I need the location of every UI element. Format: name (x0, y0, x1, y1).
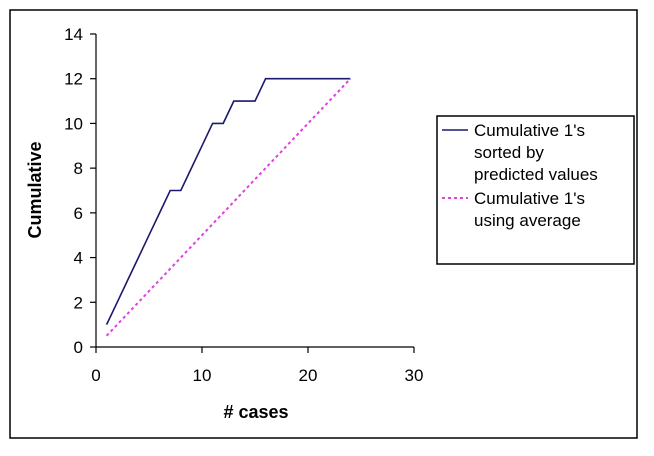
y-tick-label: 12 (64, 70, 83, 89)
y-tick-label: 14 (64, 25, 83, 44)
chart-border (9, 9, 638, 439)
x-tick-label: 20 (299, 366, 318, 385)
y-tick-label: 6 (74, 204, 83, 223)
series-line-0 (105, 77, 351, 325)
y-axis-title: Cumulative (25, 141, 45, 238)
x-tick-label: 30 (405, 366, 424, 385)
legend-label-0: predicted values (474, 165, 598, 184)
legend-box (436, 115, 635, 265)
y-tick-label: 2 (74, 293, 83, 312)
y-tick-label: 0 (74, 338, 83, 357)
y-tick-label: 4 (74, 249, 83, 268)
y-tick-label: 10 (64, 114, 83, 133)
x-axis-title: # cases (223, 402, 288, 422)
legend-label-1: Cumulative 1's (474, 189, 585, 208)
legend-label-1: using average (474, 211, 581, 230)
legend-label-0: Cumulative 1's (474, 121, 585, 140)
x-tick-label: 0 (91, 366, 100, 385)
y-tick-label: 8 (74, 159, 83, 178)
x-tick-label: 10 (193, 366, 212, 385)
series-line-1 (105, 78, 352, 337)
legend-label-0: sorted by (474, 143, 544, 162)
legend: Cumulative 1's sorted by predicted values C… (436, 115, 635, 265)
